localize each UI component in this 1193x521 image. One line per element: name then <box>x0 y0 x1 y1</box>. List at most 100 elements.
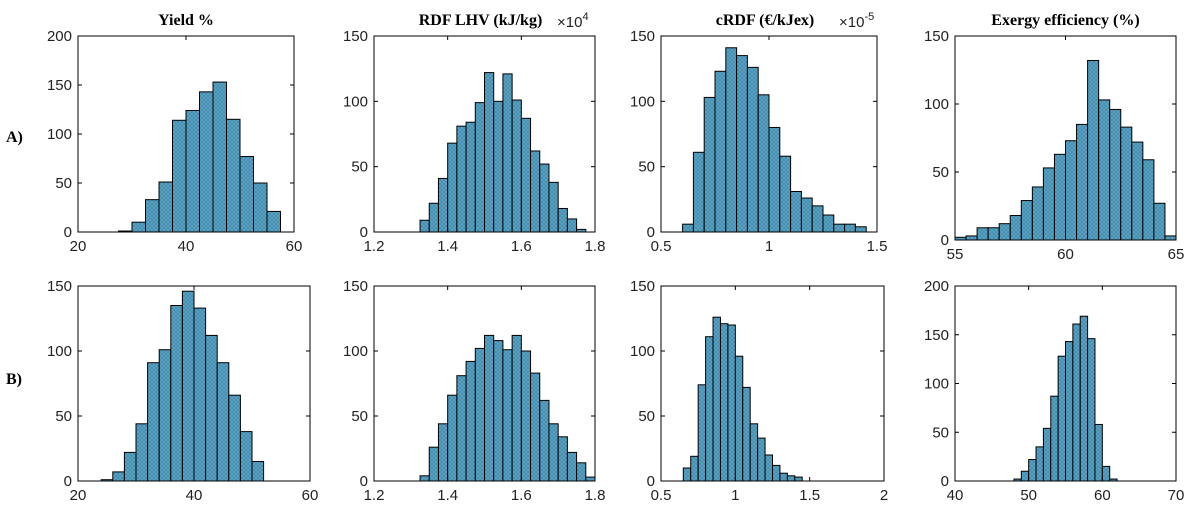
histogram-bar <box>779 155 792 233</box>
histogram-bar <box>493 100 504 233</box>
histogram-bar <box>502 349 513 482</box>
y-tick-label: 150 <box>47 77 72 94</box>
histogram-bar <box>437 177 449 233</box>
histogram-bar <box>530 372 541 482</box>
x-tick-label: 1.5 <box>867 238 888 255</box>
histogram-bar <box>790 190 802 233</box>
histogram-bar <box>216 362 230 482</box>
histogram-bar <box>511 99 522 233</box>
histogram-bar <box>1031 186 1044 241</box>
histogram-panel-1: 20 40 60 0 50 100 150 200 Yield % <box>47 12 302 255</box>
histogram-bar <box>705 336 714 482</box>
histogram-panel-3: 0.5 1 1.5 0 50 100 150 cRDF (€/kJex) ×10-5 <box>630 11 887 255</box>
histogram-bar <box>811 205 824 233</box>
histogram-bar <box>147 362 160 482</box>
histogram-bar <box>566 451 578 482</box>
histogram-bar <box>566 218 578 233</box>
histogram-bar <box>484 72 495 233</box>
x-tick-label: 1.8 <box>585 487 606 504</box>
histogram-bar <box>251 461 265 482</box>
y-tick-label: 150 <box>630 278 655 295</box>
histogram-bar <box>682 467 692 482</box>
x-tick-label: 60 <box>302 487 319 504</box>
y-tick-label: 0 <box>647 473 655 490</box>
histogram-bar <box>1120 126 1133 241</box>
histogram-bar <box>1087 338 1096 482</box>
histogram-bar <box>854 226 867 233</box>
y-tick-label: 200 <box>924 278 949 295</box>
x-tick-label: 60 <box>1057 246 1074 263</box>
y-tick-label: 150 <box>924 28 949 45</box>
histogram-bar <box>465 121 476 233</box>
histogram-bar <box>185 109 200 233</box>
axes-frame <box>373 35 596 233</box>
histogram-panel-6: 1.2 1.4 1.6 1.8 0 50 100 150 <box>343 278 605 504</box>
y-tick-label: 50 <box>638 408 655 425</box>
x-tick-label: 40 <box>178 238 195 255</box>
y-tick-label: 50 <box>638 159 655 176</box>
histogram-bar <box>757 94 770 233</box>
histogram-bar <box>772 464 781 482</box>
x-tick-label: 0.5 <box>651 238 672 255</box>
x-tick-label: 2 <box>880 487 888 504</box>
histogram-bar <box>682 223 694 233</box>
histogram-bar <box>428 202 439 233</box>
histogram-bar <box>131 221 146 233</box>
histogram-bar <box>690 455 699 482</box>
axis-multiplier: ×104 <box>557 11 589 31</box>
histogram-bar <box>976 227 989 241</box>
histogram-bar <box>727 324 736 482</box>
histogram-bar <box>212 81 227 233</box>
y-tick-label: 0 <box>941 232 949 249</box>
x-tick-label: 55 <box>947 246 964 263</box>
histogram-bar <box>1020 470 1030 482</box>
histogram-bar <box>428 446 439 482</box>
x-tick-label: 1.6 <box>511 238 532 255</box>
histogram-bar <box>1020 200 1033 241</box>
histogram-bar <box>228 394 241 482</box>
histogram-bar <box>703 96 716 233</box>
histogram-bar <box>112 471 125 482</box>
x-tick-label: 1 <box>731 487 739 504</box>
x-tick-label: 1.4 <box>437 238 458 255</box>
histogram-bar <box>172 119 187 233</box>
histogram-bar <box>1131 141 1144 241</box>
y-tick-label: 0 <box>941 473 949 490</box>
y-tick-label: 150 <box>924 327 949 344</box>
row-label-a: A) <box>6 129 23 146</box>
panel-title: RDF LHV (kJ/kg) <box>419 12 543 29</box>
histogram-panel-5: 20 40 60 0 50 100 150 <box>47 278 318 504</box>
histogram-bar <box>844 223 856 233</box>
histogram-bar <box>226 118 241 233</box>
x-tick-label: 1.2 <box>364 238 385 255</box>
histogram-bar <box>123 451 137 482</box>
histogram-bar <box>145 199 160 233</box>
histogram-bar <box>1087 59 1100 241</box>
histogram-bar <box>1028 459 1037 482</box>
histogram-bar <box>493 340 504 482</box>
histogram-bar <box>1109 108 1122 241</box>
histogram-bar <box>1042 427 1052 482</box>
histogram-bar <box>585 476 596 482</box>
x-tick-label: 1.6 <box>511 487 532 504</box>
histogram-bar <box>511 334 522 482</box>
histogram-bar <box>539 399 550 482</box>
y-tick-label: 0 <box>360 224 368 241</box>
axes-frame <box>660 285 885 482</box>
axes-frame <box>373 285 596 482</box>
histogram-bar <box>447 394 458 482</box>
histogram-bar <box>474 102 485 233</box>
histogram-bar <box>465 360 476 482</box>
y-tick-label: 50 <box>932 164 949 181</box>
histogram-bar <box>749 423 759 482</box>
y-tick-label: 50 <box>351 159 368 176</box>
histogram-bar <box>474 347 485 482</box>
histogram-bar <box>734 355 744 482</box>
histogram-bar <box>692 151 705 233</box>
x-tick-label: 1.5 <box>799 487 820 504</box>
histogram-bar <box>800 197 813 233</box>
panel-title: Exergy efficiency (%) <box>991 12 1139 29</box>
histogram-bar <box>697 384 707 482</box>
y-tick-label: 100 <box>630 343 655 360</box>
